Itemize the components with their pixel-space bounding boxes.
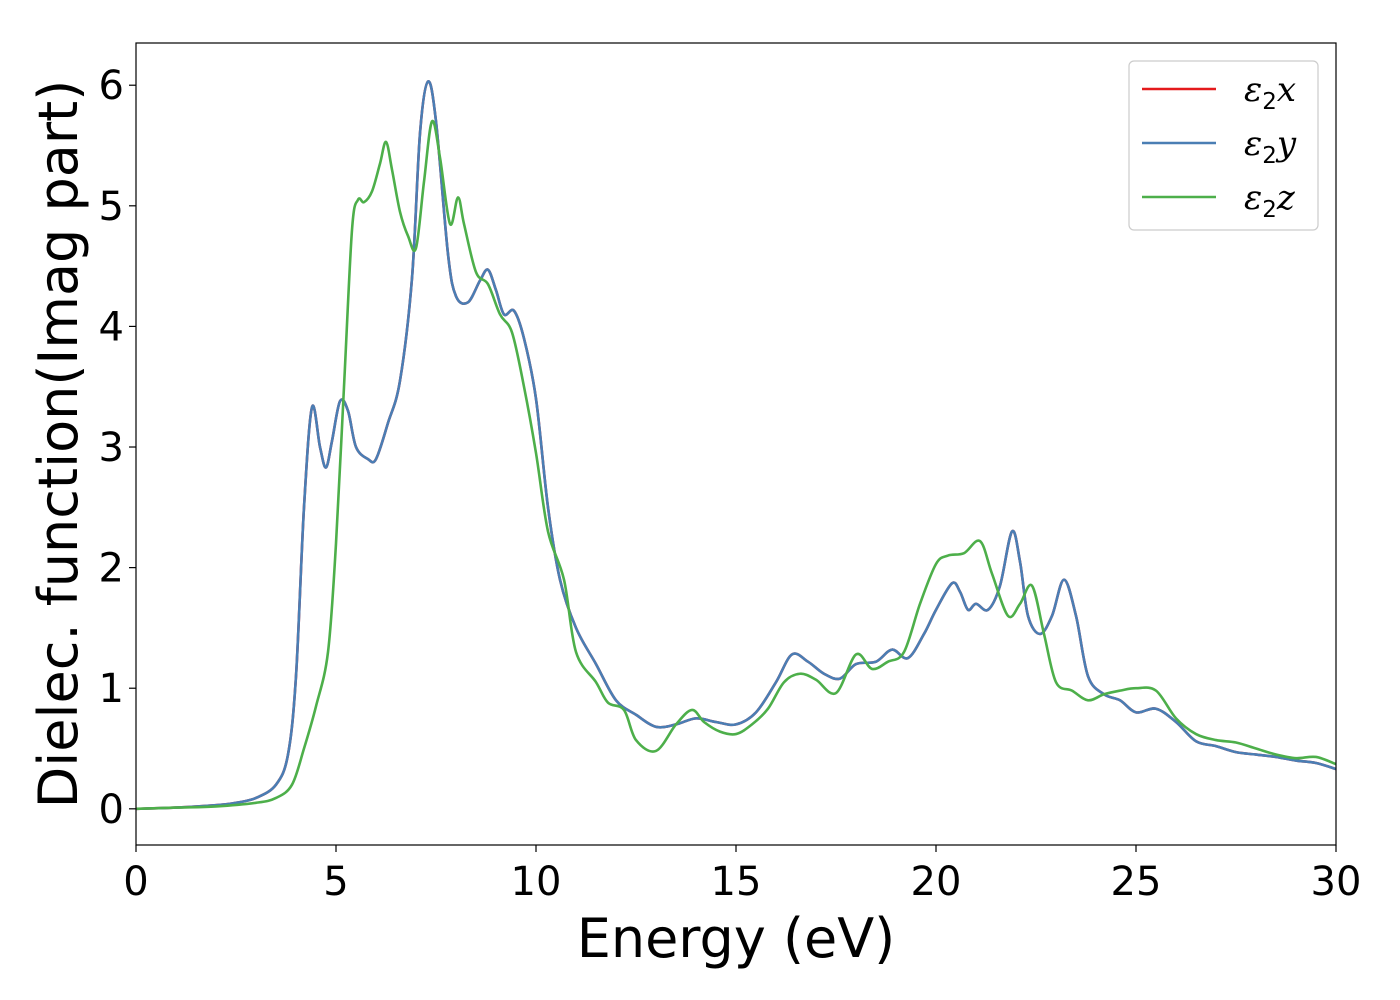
x-tick-label: 15: [711, 859, 762, 905]
x-axis-ticks: 0 5 10 15 20 25 30: [123, 845, 1361, 905]
x-axis-title: Energy (eV): [577, 907, 896, 970]
y-tick-label: 4: [99, 304, 124, 350]
legend-variable: z: [1276, 178, 1296, 218]
legend-symbol: ε: [1244, 178, 1262, 218]
legend-symbol: ε: [1244, 70, 1262, 110]
legend-label: ε2z: [1244, 178, 1296, 223]
y-tick-label: 5: [99, 184, 124, 230]
y-tick-label: 1: [99, 666, 124, 712]
x-tick-label: 0: [123, 859, 148, 905]
legend-box: [1128, 60, 1319, 231]
x-tick-label: 30: [1311, 859, 1362, 905]
x-tick-label: 20: [911, 859, 962, 905]
series-line-y: [135, 80, 1337, 811]
legend-subscript: 2: [1262, 143, 1277, 169]
x-tick-label: 25: [1111, 859, 1162, 905]
legend-label: ε2y: [1244, 124, 1297, 169]
legend-variable: x: [1277, 70, 1296, 110]
legend-label: ε2x: [1244, 70, 1296, 115]
legend-symbol: ε: [1244, 124, 1262, 164]
series-layer: [135, 80, 1337, 811]
plot-frame: [135, 42, 1337, 846]
y-tick-label: 3: [99, 425, 124, 471]
legend-subscript: 2: [1262, 89, 1277, 115]
legend-variable: y: [1275, 124, 1297, 164]
y-tick-label: 6: [99, 63, 124, 109]
legend-subscript: 2: [1262, 197, 1277, 223]
y-tick-label: 0: [99, 787, 124, 833]
x-tick-label: 10: [511, 859, 562, 905]
y-axis-title: Dielec. function(Imag part): [27, 80, 90, 809]
y-tick-label: 2: [99, 546, 124, 592]
y-axis-ticks: 0 1 2 3 4 5 6: [99, 63, 136, 833]
x-tick-label: 5: [323, 859, 348, 905]
series-line-z: [135, 119, 1337, 811]
